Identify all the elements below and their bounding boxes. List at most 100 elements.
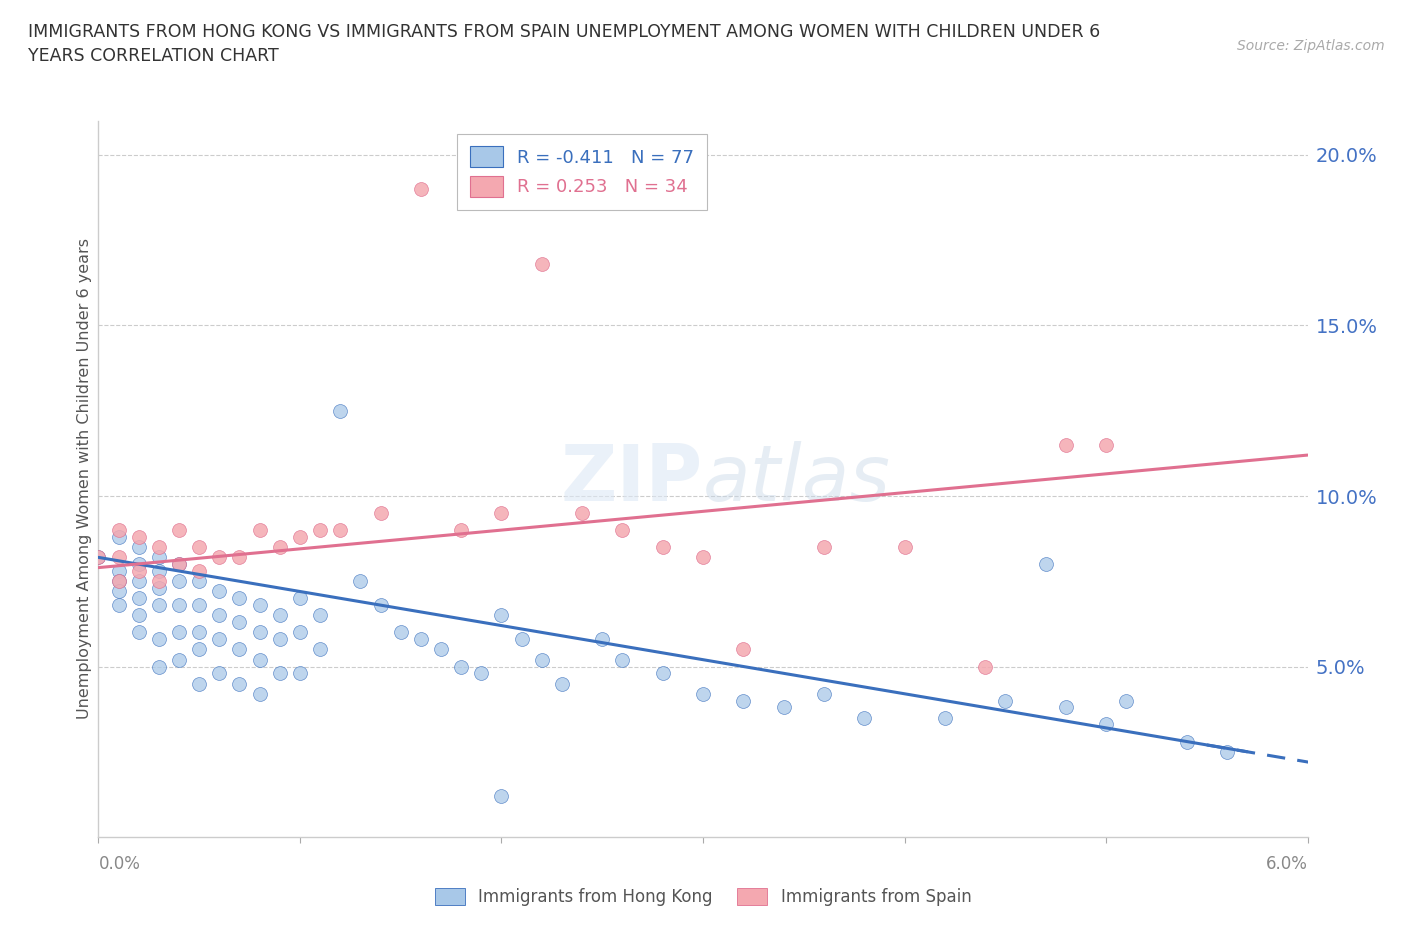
Y-axis label: Unemployment Among Women with Children Under 6 years: Unemployment Among Women with Children U… (77, 238, 91, 720)
Point (249, 625, 271, 640)
Legend: R = -0.411   N = 77, R = 0.253   N = 34: R = -0.411 N = 77, R = 0.253 N = 34 (457, 134, 707, 209)
Point (309, 523, 332, 538)
Text: 6.0%: 6.0% (1265, 855, 1308, 873)
Point (288, 666, 311, 681)
Point (107, 550, 129, 565)
Point (288, 591, 311, 605)
Point (148, 598, 170, 613)
Point (309, 608, 332, 623)
Point (329, 404, 352, 418)
Point (409, 631, 432, 646)
Point (813, 539, 835, 554)
Point (107, 529, 129, 544)
Point (128, 539, 150, 554)
Point (1095, 717, 1118, 732)
Point (128, 574, 150, 589)
Point (591, 631, 613, 646)
Point (571, 506, 593, 521)
Point (128, 625, 150, 640)
Point (188, 642, 211, 657)
Point (1175, 734, 1198, 749)
Point (692, 686, 714, 701)
Text: atlas: atlas (703, 441, 891, 517)
Point (148, 631, 170, 646)
Point (107, 523, 129, 538)
Point (994, 693, 1017, 708)
Point (228, 642, 250, 657)
Point (1216, 744, 1239, 759)
Point (409, 181, 432, 196)
Point (389, 625, 412, 640)
Point (188, 598, 211, 613)
Point (772, 700, 794, 715)
Point (329, 523, 352, 538)
Point (370, 506, 392, 521)
Point (188, 676, 211, 691)
Point (148, 539, 170, 554)
Point (269, 539, 291, 554)
Point (269, 631, 291, 646)
Point (269, 608, 291, 623)
Point (249, 523, 271, 538)
Point (288, 625, 311, 640)
Point (450, 659, 472, 674)
Point (309, 642, 332, 657)
Point (1095, 437, 1118, 452)
Point (167, 557, 190, 572)
Point (188, 625, 211, 640)
Point (228, 615, 250, 630)
Point (612, 523, 634, 538)
Point (733, 642, 755, 657)
Point (491, 608, 513, 623)
Point (288, 529, 311, 544)
Point (470, 666, 492, 681)
Point (208, 550, 231, 565)
Text: 0.0%: 0.0% (98, 855, 141, 873)
Point (1035, 557, 1057, 572)
Text: IMMIGRANTS FROM HONG KONG VS IMMIGRANTS FROM SPAIN UNEMPLOYMENT AMONG WOMEN WITH: IMMIGRANTS FROM HONG KONG VS IMMIGRANTS … (28, 23, 1101, 65)
Point (148, 564, 170, 578)
Point (269, 666, 291, 681)
Point (349, 574, 371, 589)
Point (228, 591, 250, 605)
Point (651, 666, 673, 681)
Point (491, 506, 513, 521)
Point (167, 652, 190, 667)
Point (167, 557, 190, 572)
Point (370, 598, 392, 613)
Point (813, 686, 835, 701)
Point (148, 550, 170, 565)
Text: Source: ZipAtlas.com: Source: ZipAtlas.com (1237, 39, 1385, 53)
Point (208, 666, 231, 681)
Point (128, 529, 150, 544)
Point (249, 686, 271, 701)
Point (1054, 700, 1077, 715)
Point (188, 539, 211, 554)
Point (148, 580, 170, 595)
Point (167, 574, 190, 589)
Point (107, 598, 129, 613)
Point (491, 789, 513, 804)
Point (87, 550, 110, 565)
Point (612, 652, 634, 667)
Point (107, 574, 129, 589)
Point (148, 574, 170, 589)
Point (1054, 437, 1077, 452)
Point (208, 584, 231, 599)
Point (974, 659, 997, 674)
Point (128, 564, 150, 578)
Point (188, 564, 211, 578)
Point (107, 584, 129, 599)
Point (530, 257, 553, 272)
Point (430, 642, 453, 657)
Point (107, 574, 129, 589)
Text: ZIP: ZIP (561, 441, 703, 517)
Point (107, 564, 129, 578)
Point (167, 598, 190, 613)
Point (208, 631, 231, 646)
Point (692, 550, 714, 565)
Point (530, 652, 553, 667)
Point (249, 598, 271, 613)
Point (167, 523, 190, 538)
Point (551, 676, 574, 691)
